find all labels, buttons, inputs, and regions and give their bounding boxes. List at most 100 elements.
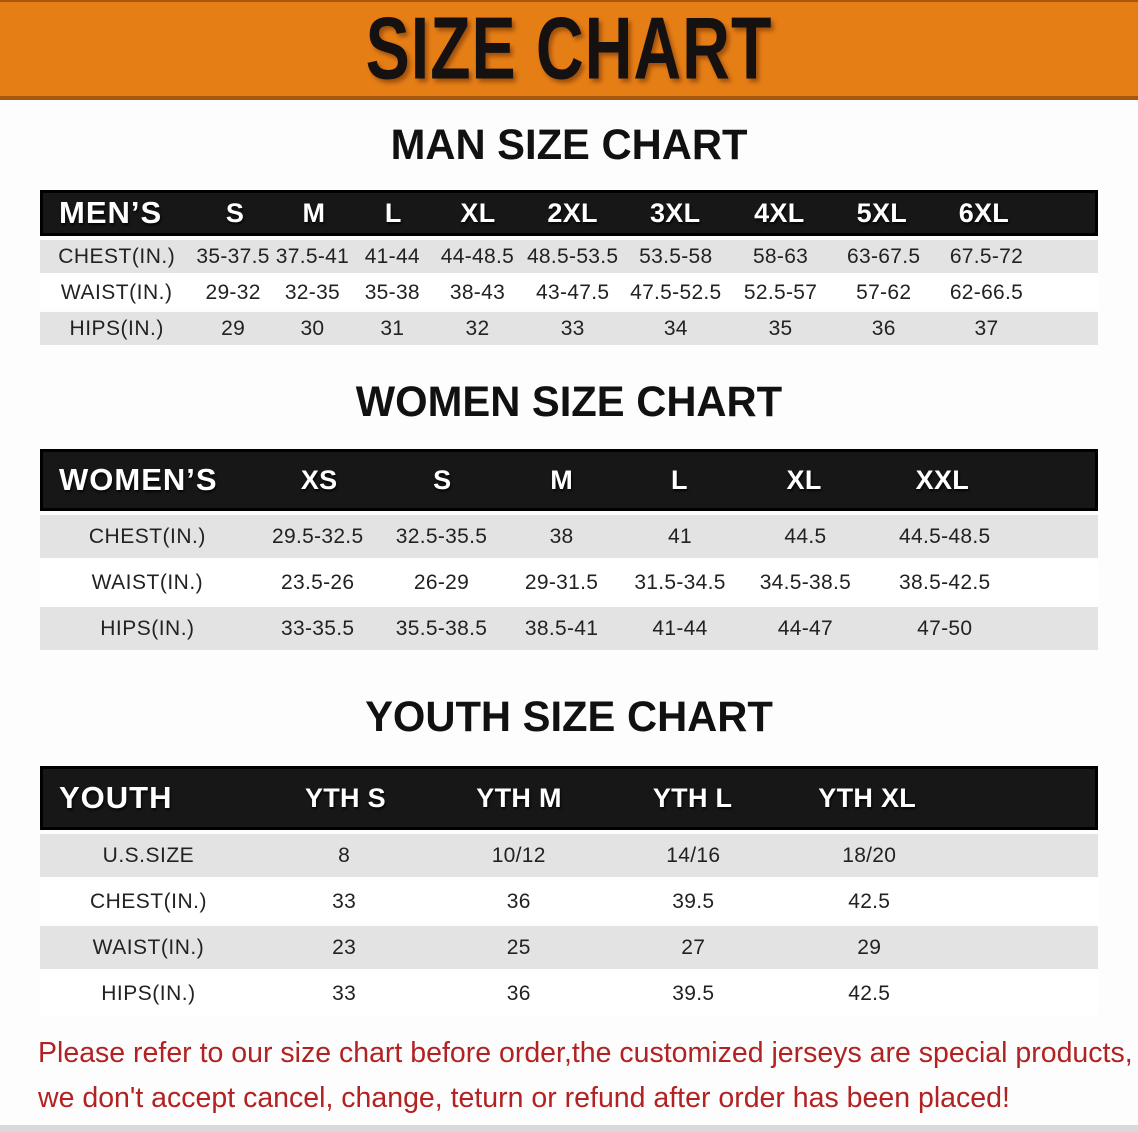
table-row: CHEST(IN.) 29.5-32.5 32.5-35.5 38 41 44.5 44.5… xyxy=(40,515,1098,558)
table-header-row: MEN’S S M L XL 2XL 3XL 4XL 5XL 6XL xyxy=(40,190,1098,236)
size-column-header: L xyxy=(384,197,402,228)
size-value-cell: 32-35 xyxy=(284,280,341,304)
size-column-header: M xyxy=(550,464,573,495)
size-column-header: S xyxy=(225,197,245,228)
size-column-header: YTH M xyxy=(476,782,562,813)
size-value-cell: 42.5 xyxy=(848,981,891,1005)
row-label: CHEST(IN.) xyxy=(89,889,207,913)
section-youth: YOUTH SIZE CHART YOUTH YTH S YTH M YTH L YTH… xyxy=(0,694,1138,1015)
section-women: WOMEN SIZE CHART WOMEN’S XS S M L XL XXL CHEST(… xyxy=(0,379,1138,650)
size-value-cell: 10/12 xyxy=(491,843,546,867)
size-column-header: YTH L xyxy=(652,782,733,813)
size-value-cell: 29-31.5 xyxy=(524,570,599,594)
row-label: U.S.SIZE xyxy=(102,843,195,867)
size-value-cell: 30 xyxy=(300,316,325,340)
size-value-cell: 35.5-38.5 xyxy=(395,616,488,640)
row-label: HIPS(IN.) xyxy=(100,616,195,640)
charts-area: MAN SIZE CHART MEN’S S M L XL 2XL 3XL 4XL 5XL 6XL… xyxy=(0,122,1138,1015)
size-value-cell: 63-67.5 xyxy=(847,244,921,268)
women-size-table: WOMEN’S XS S M L XL XXL CHEST(IN.) 29.5-32.5 32.5… xyxy=(40,449,1098,650)
table-row: CHEST(IN.) 33 36 39.5 42.5 xyxy=(40,880,1098,923)
size-column-header: YTH XL xyxy=(818,782,917,813)
men-size-table: MEN’S S M L XL 2XL 3XL 4XL 5XL 6XL CHEST(IN.) 35-37… xyxy=(40,190,1098,345)
size-value-cell: 57-62 xyxy=(856,280,912,304)
disclaimer-line-1: Please refer to our size chart before or… xyxy=(38,1037,1133,1069)
disclaimer-note: Please refer to our size chart before or… xyxy=(38,1031,1133,1121)
size-value-cell: 18/20 xyxy=(842,843,897,867)
size-value-cell: 26-29 xyxy=(413,570,470,594)
size-value-cell: 29.5-32.5 xyxy=(271,524,364,548)
size-value-cell: 44.5 xyxy=(784,524,827,548)
size-value-cell: 33 xyxy=(332,889,357,913)
size-column-header: XL xyxy=(460,197,496,228)
size-value-cell: 44-48.5 xyxy=(440,244,515,268)
size-value-cell: 29-32 xyxy=(205,280,261,304)
size-value-cell: 29 xyxy=(857,935,882,959)
disclaimer-line-2: we don't accept cancel, change, teturn o… xyxy=(38,1082,1010,1114)
size-value-cell: 27 xyxy=(681,935,706,959)
size-value-cell: 34 xyxy=(663,316,688,340)
size-value-cell: 33-35.5 xyxy=(281,616,355,640)
size-value-cell: 35-37.5 xyxy=(196,244,270,268)
size-column-header: L xyxy=(671,464,688,495)
size-value-cell: 38-43 xyxy=(449,280,506,304)
bottom-edge-strip xyxy=(0,1125,1138,1132)
row-label: CHEST(IN.) xyxy=(88,524,206,548)
youth-size-table: YOUTH YTH S YTH M YTH L YTH XL U.S.SIZE 8 10/12… xyxy=(40,766,1098,1015)
table-corner-label: WOMEN’S xyxy=(59,462,218,497)
size-value-cell: 41-44 xyxy=(652,616,708,640)
row-label: WAIST(IN.) xyxy=(92,935,205,959)
size-value-cell: 52.5-57 xyxy=(743,280,818,304)
size-value-cell: 31.5-34.5 xyxy=(634,570,726,594)
size-value-cell: 14/16 xyxy=(666,843,721,867)
size-value-cell: 62-66.5 xyxy=(949,280,1024,304)
table-row: HIPS(IN.) 33-35.5 35.5-38.5 38.5-41 41-44 44-… xyxy=(40,607,1098,650)
row-label: WAIST(IN.) xyxy=(60,280,173,304)
banner: SIZE CHART xyxy=(0,0,1138,100)
size-value-cell: 34.5-38.5 xyxy=(759,570,852,594)
size-value-cell: 39.5 xyxy=(672,889,715,913)
size-value-cell: 38.5-41 xyxy=(524,616,599,640)
size-value-cell: 39.5 xyxy=(672,981,715,1005)
size-column-header: XXL xyxy=(915,464,970,495)
size-column-header: S xyxy=(433,464,452,495)
size-value-cell: 36 xyxy=(506,889,531,913)
size-value-cell: 29 xyxy=(221,316,246,340)
women-size-chart-heading: WOMEN SIZE CHART xyxy=(355,378,783,426)
table-header-row: WOMEN’S XS S M L XL XXL xyxy=(40,449,1098,511)
size-value-cell: 32.5-35.5 xyxy=(395,524,488,548)
man-size-chart-heading: MAN SIZE CHART xyxy=(390,121,748,169)
size-value-cell: 37.5-41 xyxy=(275,244,350,268)
size-value-cell: 44.5-48.5 xyxy=(899,524,991,548)
row-label: CHEST(IN.) xyxy=(58,244,176,268)
youth-size-chart-heading: YOUTH SIZE CHART xyxy=(365,693,773,741)
size-value-cell: 33 xyxy=(332,981,357,1005)
size-value-cell: 37 xyxy=(974,316,999,340)
size-column-header: XL xyxy=(786,464,822,495)
size-value-cell: 32 xyxy=(465,316,490,340)
size-value-cell: 33 xyxy=(560,316,585,340)
size-column-header: 3XL xyxy=(649,197,701,228)
size-value-cell: 41-44 xyxy=(364,244,420,268)
size-value-cell: 38.5-42.5 xyxy=(899,570,991,594)
size-value-cell: 23 xyxy=(332,935,357,959)
size-value-cell: 44-47 xyxy=(777,616,834,640)
table-row: WAIST(IN.) 29-32 32-35 35-38 38-43 43-47.5 47.… xyxy=(40,276,1098,309)
size-value-cell: 67.5-72 xyxy=(949,244,1024,268)
table-row: HIPS(IN.) 33 36 39.5 42.5 xyxy=(40,972,1098,1015)
size-value-cell: 42.5 xyxy=(848,889,891,913)
table-row: HIPS(IN.) 29 30 31 32 33 34 35 36 37 xyxy=(40,312,1098,345)
size-value-cell: 43-47.5 xyxy=(536,280,610,304)
size-value-cell: 38 xyxy=(549,524,574,548)
row-label: WAIST(IN.) xyxy=(91,570,204,594)
size-value-cell: 25 xyxy=(506,935,531,959)
size-value-cell: 8 xyxy=(338,843,351,867)
page-title: SIZE CHART xyxy=(365,0,773,98)
section-men: MAN SIZE CHART MEN’S S M L XL 2XL 3XL 4XL 5XL 6XL… xyxy=(0,122,1138,345)
size-value-cell: 23.5-26 xyxy=(281,570,355,594)
size-value-cell: 35-38 xyxy=(364,280,420,304)
table-corner-label: MEN’S xyxy=(59,195,163,230)
row-label: HIPS(IN.) xyxy=(101,981,196,1005)
size-value-cell: 35 xyxy=(768,316,793,340)
